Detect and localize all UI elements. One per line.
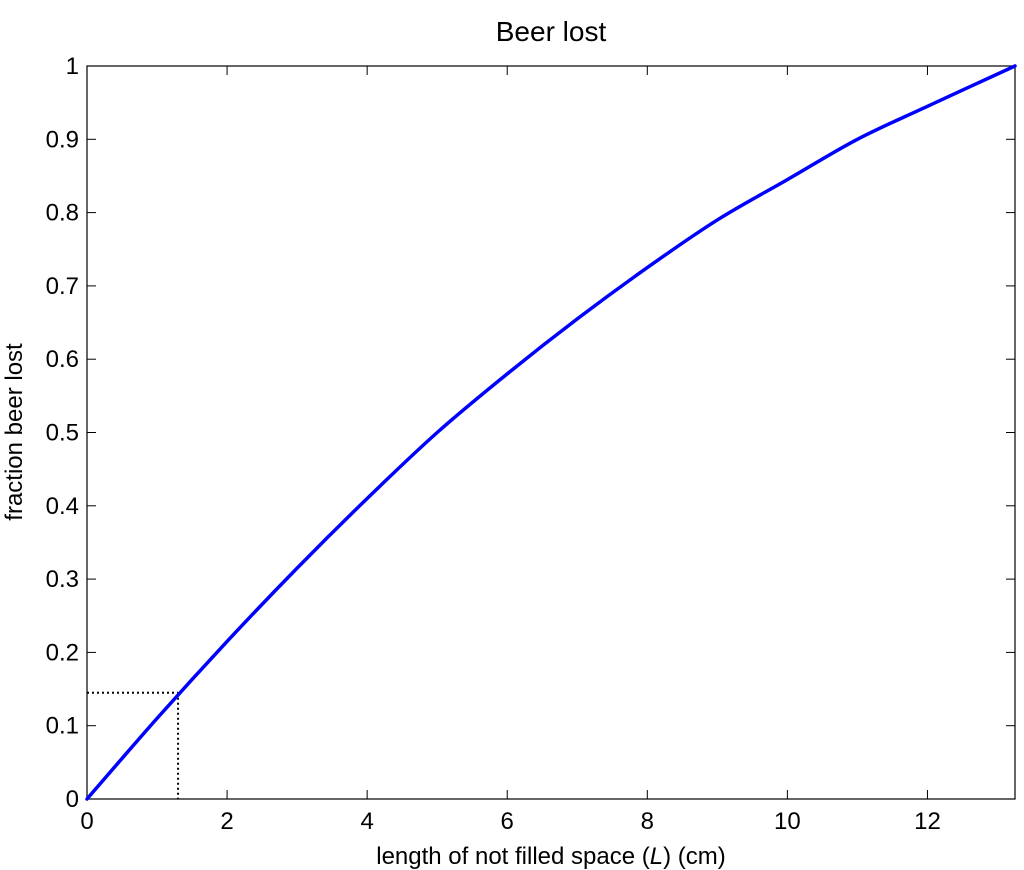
x-tick-label: 0	[80, 808, 93, 835]
x-tick-label: 6	[501, 808, 514, 835]
y-tick-label: 0.1	[46, 713, 79, 740]
y-axis: 0 0.1 0.2 0.3 0.4 0.5 0.6 0.7 0.8 0.9 1	[46, 53, 1015, 813]
y-tick-label: 0.7	[46, 273, 79, 300]
chart-title: Beer lost	[496, 16, 607, 47]
y-tick-label: 0.5	[46, 420, 79, 447]
y-tick-label: 0	[66, 786, 79, 813]
x-tick-label: 10	[774, 808, 801, 835]
x-tick-label: 12	[914, 808, 941, 835]
reference-lines	[87, 691, 180, 799]
y-tick-label: 0.6	[46, 346, 79, 373]
x-axis: 0 2 4 6 8 10 12	[80, 66, 941, 835]
y-tick-label: 0.2	[46, 639, 79, 666]
x-tick-label: 8	[641, 808, 654, 835]
series-line	[85, 64, 1017, 801]
y-axis-label: fraction beer lost	[1, 343, 28, 521]
y-tick-label: 0.4	[46, 493, 79, 520]
x-tick-label: 4	[360, 808, 373, 835]
y-tick-label: 1	[66, 53, 79, 80]
x-tick-label: 2	[220, 808, 233, 835]
plot-area	[86, 65, 1016, 800]
y-tick-label: 0.8	[46, 200, 79, 227]
y-tick-label: 0.9	[46, 126, 79, 153]
series-layer	[85, 64, 1017, 801]
y-tick-label: 0.3	[46, 566, 79, 593]
x-axis-label: length of not filled space (L) (cm)	[376, 843, 726, 870]
